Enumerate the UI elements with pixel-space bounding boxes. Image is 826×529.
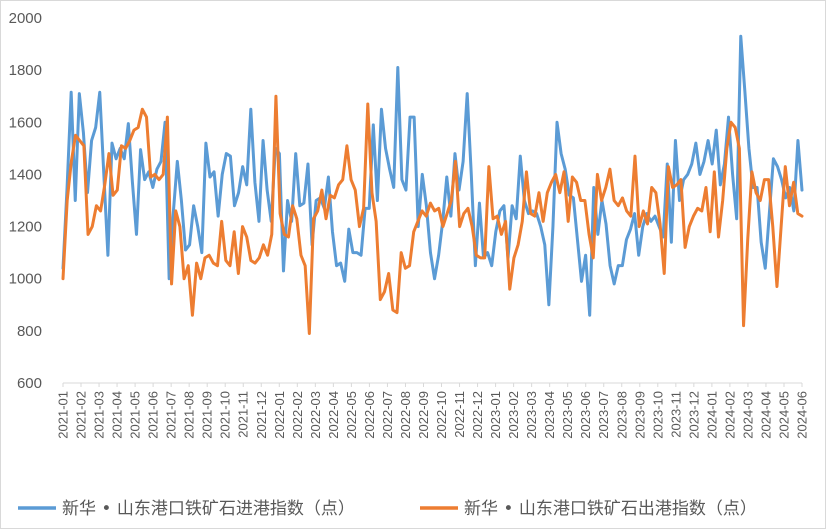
x-tick-label: 2022-02 [290,391,305,439]
x-tick-label: 2022-08 [398,391,413,439]
x-tick-label: 2023-01 [488,391,503,439]
x-tick-label: 2024-06 [795,391,810,439]
x-tick-label: 2022-10 [434,391,449,439]
series-line-inbound [61,34,804,317]
x-tick-label: 2023-06 [578,391,593,439]
x-tick-label: 2023-03 [524,391,539,439]
y-tick-label: 1600 [9,114,42,131]
x-tick-label: 2022-12 [470,391,485,439]
x-tick-label: 2024-05 [776,391,791,439]
x-tick-label: 2024-01 [704,391,719,439]
x-tick-label: 2021-03 [92,391,107,439]
y-tick-label: 600 [17,375,42,392]
x-tick-label: 2022-05 [344,391,359,439]
x-axis-ticks: 2021-01 2021-02 2021-03 2021-04 2021-05 2021-… [56,383,810,439]
x-tick-label: 2021-05 [128,391,143,439]
x-tick-label: 2023-11 [668,391,683,438]
x-tick-label: 2023-07 [596,391,611,439]
legend-entry-inbound: 新华 • 山东港口铁矿石进港指数（点） [18,499,355,519]
x-tick-label: 2023-02 [506,391,521,439]
x-tick-label: 2021-04 [110,391,125,439]
x-tick-label: 2023-08 [614,391,629,439]
y-tick-label: 1200 [9,219,42,236]
x-tick-label: 2022-03 [308,391,323,439]
legend-entry-outbound: 新华 • 山东港口铁矿石出港指数（点） [420,499,757,519]
x-tick-label: 2021-01 [56,391,71,439]
x-tick-label: 2021-10 [218,391,233,439]
series-lines [61,34,804,335]
x-tick-label: 2023-04 [542,391,557,439]
x-tick-label: 2024-03 [740,391,755,439]
x-tick-label: 2023-05 [560,391,575,439]
x-tick-label: 2023-09 [632,391,647,439]
x-tick-label: 2022-06 [362,391,377,439]
x-tick-label: 2021-11 [236,391,251,438]
x-tick-label: 2021-06 [146,391,161,439]
x-tick-label: 2021-08 [182,391,197,439]
y-axis-ticks: 600 800 1000 1200 1400 1600 1800 2000 [9,10,42,392]
legend-label-inbound: 新华 • 山东港口铁矿石进港指数（点） [62,499,355,519]
x-tick-label: 2021-09 [200,391,215,439]
x-tick-label: 2021-12 [254,391,269,439]
x-tick-label: 2022-09 [416,391,431,439]
legend-label-outbound: 新华 • 山东港口铁矿石出港指数（点） [464,499,757,519]
x-tick-label: 2023-12 [686,391,701,439]
legend: 新华 • 山东港口铁矿石进港指数（点） 新华 • 山东港口铁矿石出港指数（点） [18,499,757,519]
y-tick-label: 1400 [9,166,42,183]
x-tick-label: 2023-10 [650,391,665,439]
x-tick-label: 2022-04 [326,391,341,439]
y-tick-label: 2000 [9,10,42,27]
y-tick-label: 1800 [9,62,42,79]
x-tick-label: 2022-01 [272,391,287,439]
x-tick-label: 2022-11 [452,391,467,438]
x-tick-label: 2024-02 [722,391,737,439]
series-line-outbound [61,94,804,335]
y-tick-label: 800 [17,323,42,340]
x-tick-label: 2021-02 [74,391,89,439]
x-tick-label: 2022-07 [380,391,395,439]
x-tick-label: 2021-07 [164,391,179,439]
x-tick-label: 2024-04 [758,391,773,439]
y-tick-label: 1000 [9,271,42,288]
